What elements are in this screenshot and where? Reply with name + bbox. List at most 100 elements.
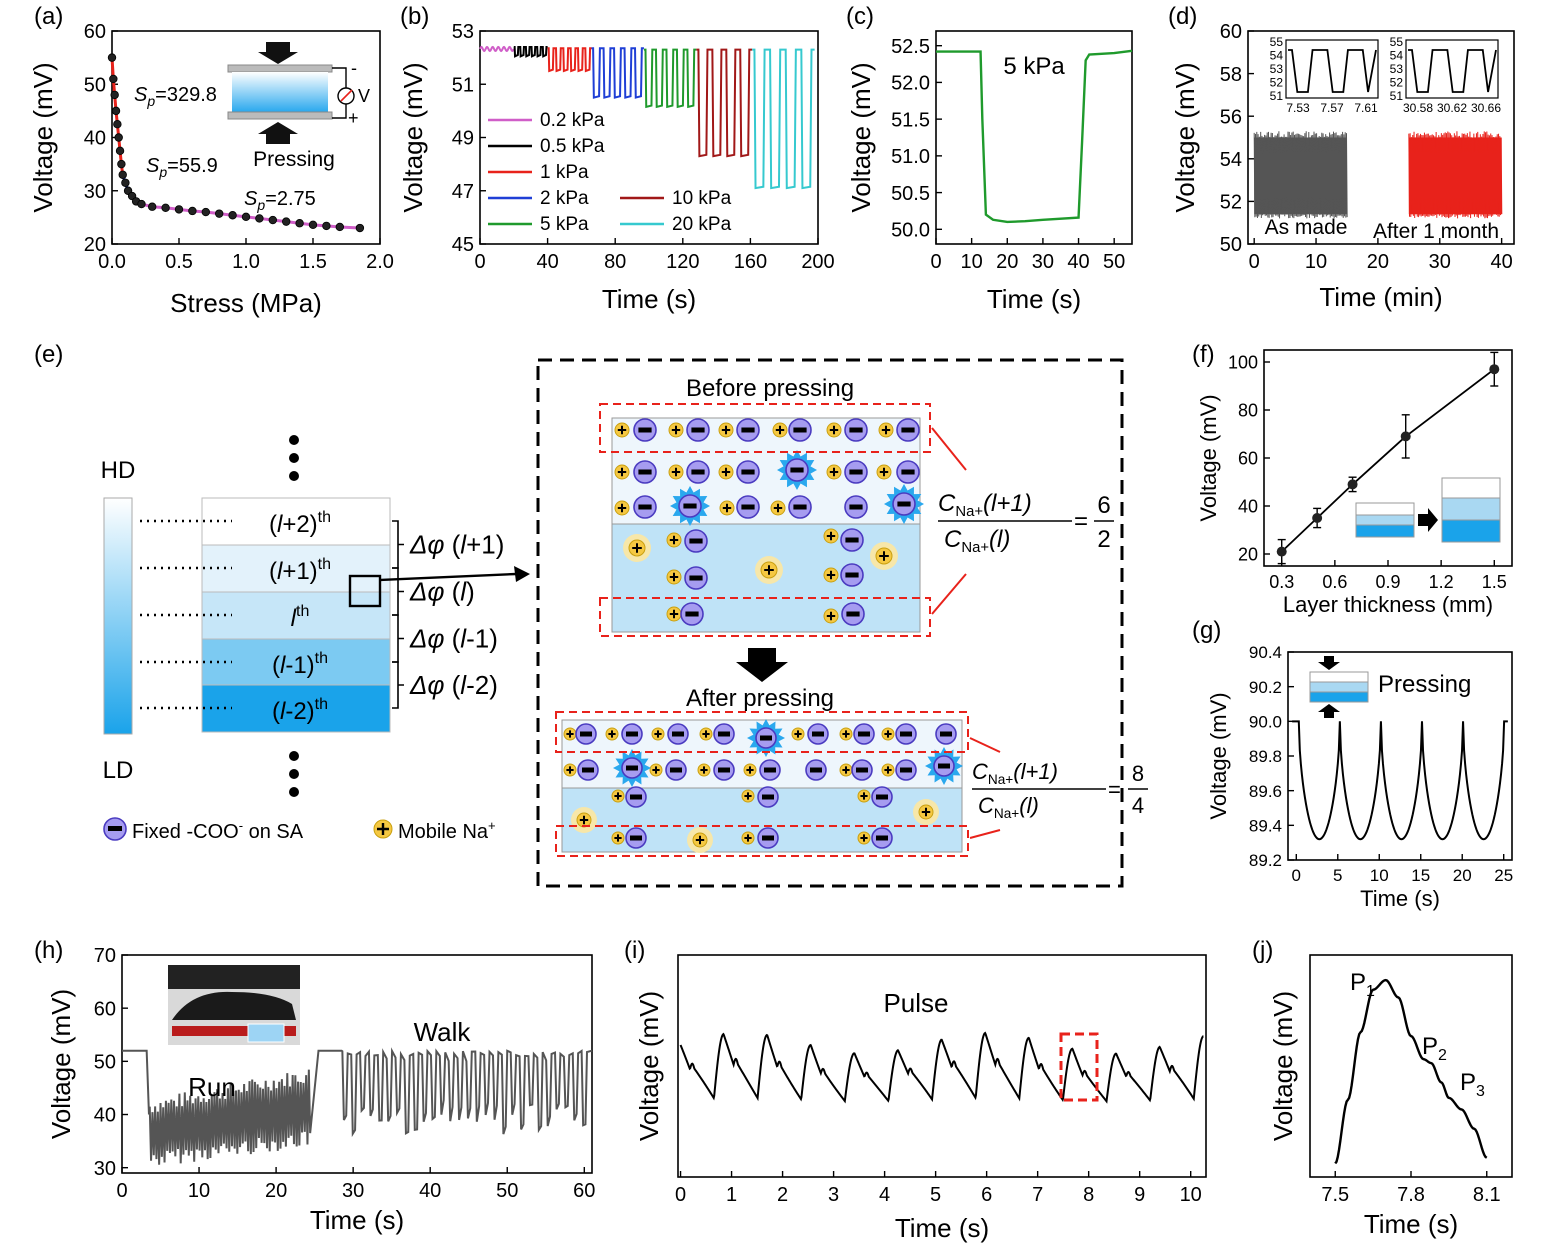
legend-label: 0.5 kPa bbox=[540, 136, 605, 157]
data-point bbox=[214, 209, 224, 218]
data-point bbox=[110, 90, 119, 100]
data-point bbox=[355, 223, 365, 233]
x-tick-label: 8.1 bbox=[1473, 1184, 1501, 1206]
data-point bbox=[322, 221, 331, 231]
x-tick-label: 7 bbox=[1032, 1184, 1043, 1206]
data-point bbox=[147, 202, 157, 211]
plus-sign bbox=[721, 467, 731, 477]
x-tick-label: 1.5 bbox=[299, 251, 327, 273]
data-point bbox=[201, 207, 210, 217]
plus-sign bbox=[884, 766, 892, 774]
y-tick-label: 90.2 bbox=[1249, 678, 1282, 697]
y-tick-label: 54 bbox=[1220, 149, 1242, 171]
y-axis-label: Voltage (mV) bbox=[28, 62, 58, 212]
x-tick-label: 0.3 bbox=[1269, 572, 1294, 592]
x-tick-label: 15 bbox=[1411, 866, 1430, 885]
x-tick-label: 20 bbox=[1367, 251, 1389, 273]
minus-sign bbox=[691, 469, 705, 475]
ratio-denominator: CNa+(l) bbox=[978, 793, 1039, 821]
plus-sign bbox=[614, 834, 622, 842]
inset-layer bbox=[1355, 524, 1415, 538]
inset-y-tick: 55 bbox=[1270, 35, 1284, 49]
shoe-photo bbox=[168, 965, 300, 1045]
x-tick-label: 20 bbox=[1453, 866, 1472, 885]
x-tick-label: 3 bbox=[828, 1184, 839, 1206]
panel-label-d: (d) bbox=[1168, 3, 1197, 30]
y-axis-label: Voltage (mV) bbox=[46, 989, 76, 1139]
y-tick-label: 30 bbox=[94, 1158, 116, 1180]
data-point bbox=[114, 133, 123, 142]
x-tick-label: 25 bbox=[1494, 866, 1513, 885]
inset-layer bbox=[1309, 671, 1369, 683]
layer bbox=[201, 544, 391, 593]
plus-sign bbox=[579, 815, 589, 825]
minus-sign bbox=[810, 767, 822, 773]
plus-sign bbox=[829, 467, 839, 477]
x-tick-label: 0.9 bbox=[1375, 572, 1400, 592]
bracket bbox=[392, 614, 404, 663]
minus-sign bbox=[689, 538, 703, 544]
plus-sign bbox=[826, 570, 836, 580]
ellipsis-dot bbox=[289, 751, 299, 761]
x-tick-label: 120 bbox=[666, 251, 699, 273]
y-tick-label: 50 bbox=[94, 1052, 116, 1074]
y-tick-label: 60 bbox=[1220, 21, 1242, 43]
series-line bbox=[122, 1047, 593, 1165]
annotation-run: Run bbox=[188, 1072, 236, 1102]
data-point bbox=[228, 211, 237, 220]
highlight-box bbox=[599, 597, 931, 637]
plus-label: + bbox=[348, 108, 359, 128]
minus-sign bbox=[900, 731, 912, 737]
minus-sign bbox=[901, 427, 915, 433]
data-point bbox=[107, 53, 117, 62]
minus-sign bbox=[670, 767, 682, 773]
x-axis-label: Time (s) bbox=[1364, 1209, 1458, 1239]
x-axis-label: Time (s) bbox=[895, 1213, 989, 1243]
x-tick-label: 9 bbox=[1134, 1184, 1145, 1206]
series-line bbox=[643, 48, 697, 109]
delta-label: Δφ (l) bbox=[409, 577, 475, 607]
inset-device: V- + Pressing bbox=[227, 42, 370, 171]
sp-annotation: Sp=329.8 bbox=[134, 84, 217, 109]
data-point bbox=[1489, 364, 1500, 375]
chart-j: 7.5 7.8 8.1 Time (s) Voltage (mV) P1 P2 P3 bbox=[1268, 954, 1513, 1239]
x-tick-label: 30 bbox=[1032, 251, 1054, 273]
plot-frame bbox=[677, 954, 1207, 1178]
panel-label-i: (i) bbox=[624, 937, 645, 964]
top-electrode bbox=[227, 64, 333, 73]
minus-sign bbox=[718, 731, 730, 737]
y-tick-label: 50 bbox=[1220, 234, 1242, 256]
x-tick-label: 0 bbox=[116, 1180, 127, 1202]
ratio-den-value: 4 bbox=[1132, 793, 1144, 818]
plus-sign bbox=[773, 503, 783, 513]
minus-sign bbox=[630, 835, 642, 841]
y-tick-label: 89.6 bbox=[1249, 782, 1282, 801]
plus-sign bbox=[608, 730, 616, 738]
y-tick-label: 20 bbox=[84, 234, 106, 256]
y-tick-label: 51 bbox=[452, 74, 474, 96]
x-tick-label: 8 bbox=[1083, 1184, 1094, 1206]
inset-y-tick: 53 bbox=[1270, 62, 1284, 76]
sensor-patch bbox=[247, 1023, 285, 1043]
layer bbox=[201, 591, 391, 640]
minus-sign bbox=[849, 427, 863, 433]
panel-label-a: (a) bbox=[34, 3, 63, 30]
minus-label: - bbox=[351, 58, 357, 78]
y-tick-label: 60 bbox=[84, 21, 106, 43]
series-line bbox=[513, 45, 548, 58]
chart-g: 0 5 10 15 20 25 89.2 89.4 89.6 89.8 90.0 90.2 90.4 Ti… bbox=[1206, 643, 1513, 911]
data-band-noise bbox=[1253, 131, 1348, 219]
minus-sign bbox=[845, 537, 859, 543]
y-axis-label: Voltage (mV) bbox=[1206, 692, 1231, 819]
equals-sign: = bbox=[1108, 777, 1121, 802]
x-tick-label: 50 bbox=[1103, 251, 1125, 273]
x-tick-label: 10 bbox=[961, 251, 983, 273]
ellipsis-dot bbox=[289, 435, 299, 445]
minus-sign bbox=[108, 826, 122, 831]
minus-sign bbox=[762, 794, 774, 800]
chart-a: 0.0 0.5 1.0 1.5 2.0 20 30 40 50 60 Stress (MPa) Vol… bbox=[28, 21, 394, 318]
inset-y-tick: 52 bbox=[1270, 76, 1284, 90]
gel-layer bbox=[232, 72, 328, 112]
plus-sign bbox=[881, 425, 891, 435]
data-point bbox=[161, 203, 170, 212]
